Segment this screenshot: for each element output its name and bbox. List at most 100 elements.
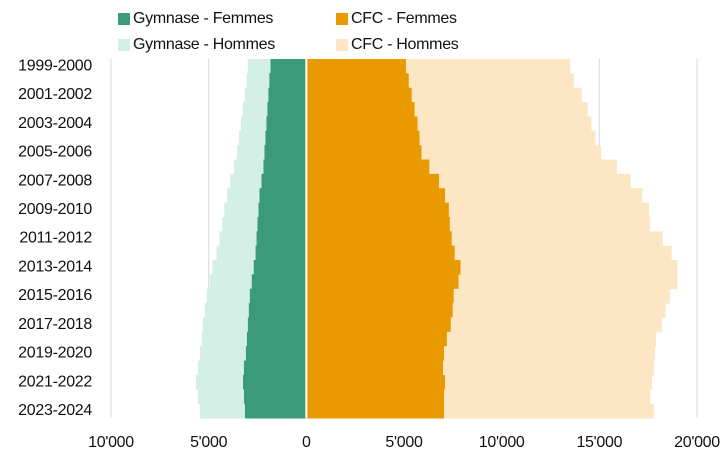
legend-swatch xyxy=(336,39,348,51)
y-tick-label: 2015-2016 xyxy=(18,287,92,304)
legend-label: Gymnase - Femmes xyxy=(133,10,273,27)
bar xyxy=(240,116,267,132)
bar xyxy=(306,274,459,290)
bar xyxy=(306,374,446,390)
bar xyxy=(439,173,631,189)
bar xyxy=(451,231,663,247)
y-tick-label: 2009-2010 xyxy=(18,201,92,218)
x-tick-label: 15'000 xyxy=(576,434,622,451)
bar xyxy=(306,87,412,103)
bar xyxy=(306,331,447,347)
bar xyxy=(261,173,307,189)
bar xyxy=(417,116,592,132)
bar xyxy=(306,245,455,261)
bar xyxy=(306,202,449,218)
bar xyxy=(268,87,307,103)
bar xyxy=(248,303,307,318)
bar xyxy=(444,403,655,419)
bar xyxy=(443,360,655,376)
bar xyxy=(445,188,643,204)
y-tick-label: 2003-2004 xyxy=(18,115,92,132)
bar xyxy=(253,260,307,275)
bar xyxy=(306,346,445,362)
bar xyxy=(460,260,678,275)
bar xyxy=(429,159,617,175)
bar xyxy=(236,145,265,161)
bar xyxy=(306,389,445,405)
y-tick-label: 2021-2022 xyxy=(18,373,92,390)
bar xyxy=(263,159,307,175)
bar xyxy=(199,346,246,362)
bar xyxy=(444,389,651,405)
bar xyxy=(446,331,656,347)
bar xyxy=(306,102,415,117)
legend-label: CFC - Femmes xyxy=(351,10,457,27)
bar xyxy=(247,317,307,333)
bar xyxy=(306,360,444,376)
bar xyxy=(204,303,249,318)
bar xyxy=(306,73,409,89)
bar xyxy=(251,274,307,290)
x-tick-label: 10'000 xyxy=(88,434,134,451)
bar xyxy=(224,202,259,218)
bar xyxy=(256,231,307,247)
bar xyxy=(244,87,269,103)
bar xyxy=(234,159,264,175)
bar xyxy=(306,130,420,146)
bar xyxy=(405,59,571,74)
bar xyxy=(257,216,307,232)
bar xyxy=(249,288,307,304)
bar xyxy=(411,87,582,103)
bar xyxy=(202,317,248,333)
bar xyxy=(265,130,307,146)
y-tick-label: 2019-2020 xyxy=(18,345,92,362)
bar xyxy=(206,288,250,304)
x-tick-label: 0 xyxy=(302,434,311,451)
bar xyxy=(216,245,256,261)
y-tick-label: 2023-2024 xyxy=(18,402,92,419)
bar xyxy=(227,188,260,204)
bar xyxy=(445,374,653,390)
bar xyxy=(243,360,307,376)
x-tick-label: 5'000 xyxy=(385,434,423,451)
bar xyxy=(246,331,307,347)
bar xyxy=(306,317,451,333)
legend-label: Gymnase - Hommes xyxy=(133,36,275,53)
bar xyxy=(306,145,422,161)
bar xyxy=(449,216,651,232)
bar xyxy=(197,360,244,376)
bar xyxy=(306,59,406,74)
bar xyxy=(408,73,574,89)
legend-swatch xyxy=(118,13,130,25)
y-tick-label: 2011-2012 xyxy=(19,230,92,247)
y-tick-label: 2005-2006 xyxy=(18,144,92,161)
bar xyxy=(246,73,270,89)
bar xyxy=(450,317,662,333)
bar xyxy=(245,346,307,362)
bar xyxy=(195,374,243,390)
bar xyxy=(421,145,602,161)
bar xyxy=(306,116,418,132)
y-tick-label: 2013-2014 xyxy=(18,258,92,275)
bar xyxy=(306,188,446,204)
bar xyxy=(306,288,454,304)
bar xyxy=(453,288,670,304)
bar xyxy=(238,130,266,146)
bar xyxy=(243,389,307,405)
bar xyxy=(448,202,650,218)
bar xyxy=(267,102,307,117)
bar xyxy=(201,331,247,347)
bar xyxy=(414,102,588,117)
bar xyxy=(306,260,461,275)
y-tick-label: 2017-2018 xyxy=(18,316,92,333)
y-tick-label: 1999-2000 xyxy=(18,57,92,74)
bar xyxy=(219,231,257,247)
y-tick-label: 2001-2002 xyxy=(18,86,92,103)
bar xyxy=(247,59,271,74)
bar xyxy=(306,173,440,189)
bar xyxy=(306,403,445,419)
bar xyxy=(306,303,453,318)
bar xyxy=(255,245,307,261)
bar xyxy=(199,403,245,419)
x-tick-label: 20'000 xyxy=(674,434,720,451)
